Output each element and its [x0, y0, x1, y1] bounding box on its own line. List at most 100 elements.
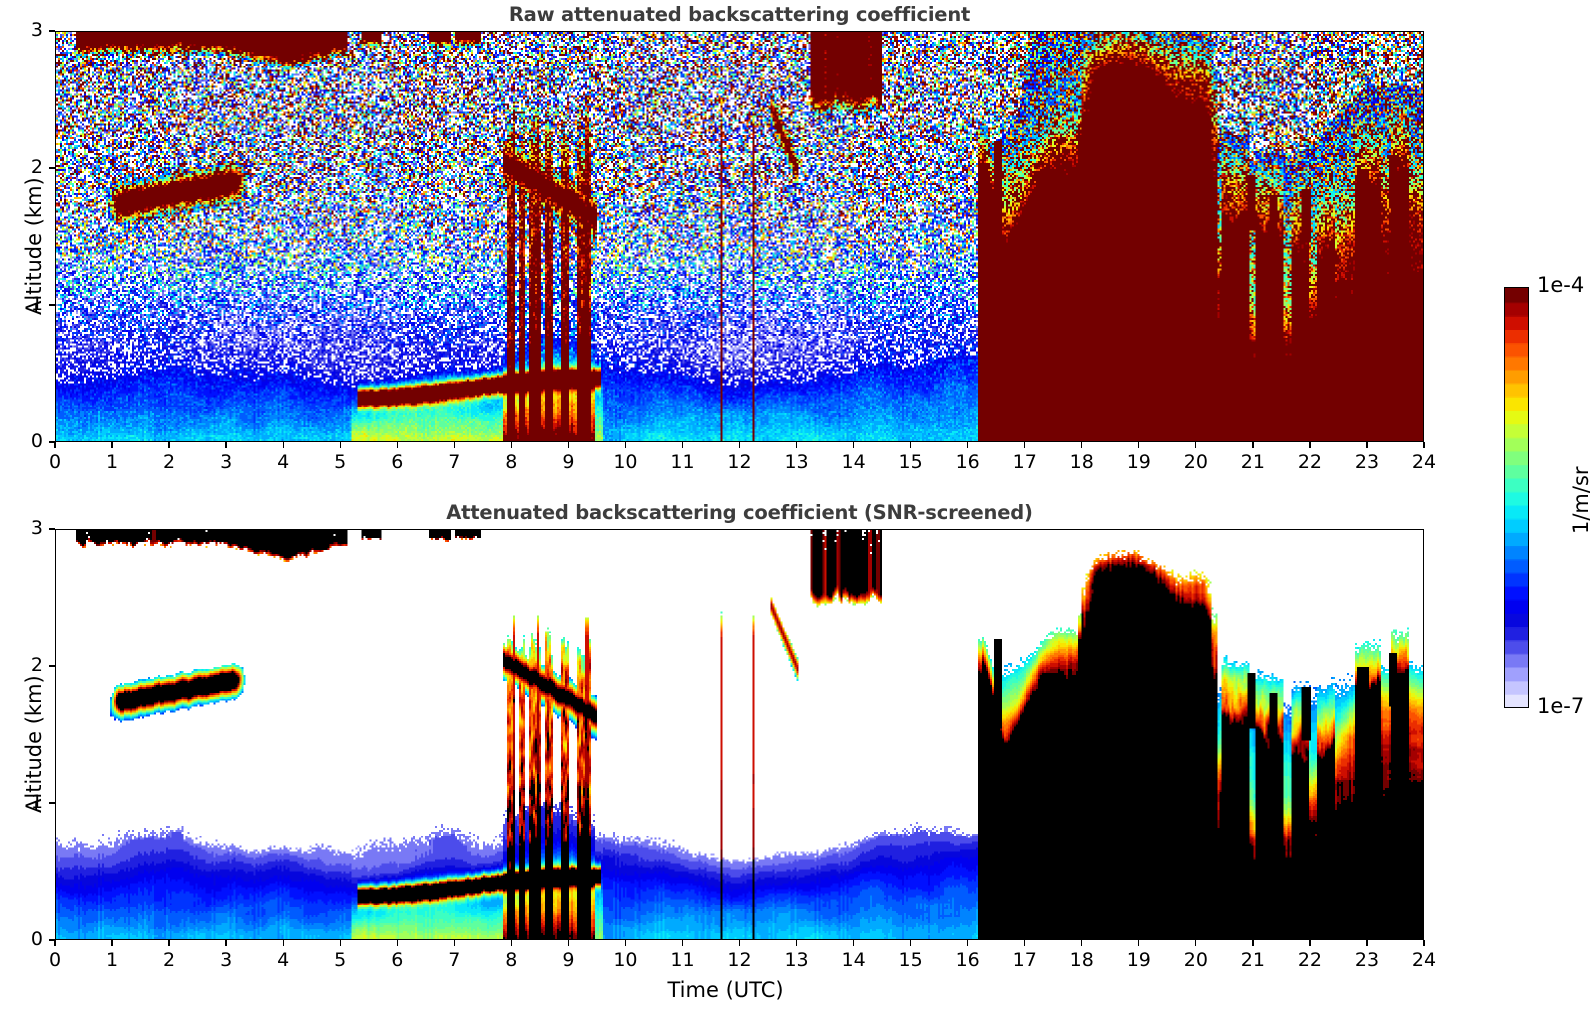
y-tick-label: 3	[30, 517, 43, 539]
x-tick-label: 18	[1069, 949, 1094, 971]
x-tick	[282, 442, 284, 448]
x-tick-label: 6	[391, 451, 404, 473]
x-tick	[1024, 442, 1026, 448]
x-tick-label: 16	[955, 451, 980, 473]
colorbar-title: 1/m/sr	[1569, 465, 1593, 534]
x-tick-label: 2	[163, 451, 176, 473]
x-tick-label: 17	[1012, 949, 1037, 971]
x-tick	[453, 940, 455, 946]
x-tick-label: 12	[727, 949, 752, 971]
x-tick-label: 1	[105, 451, 119, 473]
x-tick	[510, 940, 512, 946]
x-tick-label: 10	[613, 949, 638, 971]
x-tick	[168, 442, 170, 448]
x-tick-label: 0	[48, 949, 62, 971]
x-tick	[1081, 940, 1083, 946]
x-tick-label: 19	[1126, 451, 1151, 473]
colorbar-min-label: 1e-7	[1537, 694, 1585, 718]
x-tick	[967, 940, 969, 946]
x-tick-label: 2	[163, 949, 176, 971]
x-tick-label: 12	[727, 451, 752, 473]
x-tick	[967, 442, 969, 448]
x-tick-label: 17	[1012, 451, 1037, 473]
y-tick-label: 2	[30, 156, 43, 178]
x-tick	[510, 442, 512, 448]
x-tick	[1423, 442, 1425, 448]
y-tick-label: 3	[30, 19, 43, 41]
x-tick	[909, 940, 912, 946]
x-tick-label: 4	[277, 949, 290, 971]
x-tick-label: 18	[1069, 451, 1094, 473]
x-tick-label: 14	[841, 949, 866, 971]
x-tick-label: 16	[955, 949, 980, 971]
x-tick-label: 15	[898, 451, 923, 473]
x-tick-label: 23	[1354, 451, 1380, 473]
x-tick-label: 7	[448, 451, 461, 473]
x-tick	[111, 442, 113, 448]
y-tick	[49, 802, 55, 804]
x-tick	[1195, 442, 1197, 448]
x-tick	[738, 940, 741, 946]
x-tick	[1024, 940, 1026, 946]
x-tick-label: 19	[1126, 949, 1151, 971]
x-tick-label: 24	[1411, 451, 1437, 473]
screened-backscatter-canvas	[56, 530, 1423, 939]
y-tick-label: 0	[30, 430, 43, 452]
x-tick-label: 20	[1183, 949, 1208, 971]
x-tick	[168, 940, 170, 946]
y-tick-label: 1	[30, 293, 43, 315]
x-tick-label: 22	[1297, 949, 1322, 971]
x-tick	[1081, 442, 1083, 448]
x-tick-label: 1	[105, 949, 119, 971]
x-tick	[795, 442, 798, 448]
x-tick-label: 13	[784, 949, 809, 971]
x-tick-label: 15	[898, 949, 923, 971]
y-tick	[49, 528, 55, 530]
x-tick	[1366, 940, 1368, 946]
x-tick	[681, 442, 684, 448]
x-tick	[54, 442, 56, 448]
x-tick	[1195, 940, 1197, 946]
x-tick	[225, 442, 227, 448]
x-tick	[795, 940, 798, 946]
x-tick-label: 14	[841, 451, 866, 473]
x-tick	[624, 442, 627, 448]
x-tick	[396, 442, 398, 448]
y-tick	[49, 939, 55, 941]
x-tick-label: 7	[448, 949, 461, 971]
x-tick	[852, 442, 855, 448]
colorbar-max-label: 1e-4	[1537, 273, 1585, 297]
x-tick	[567, 442, 570, 448]
x-tick	[453, 442, 455, 448]
panel1-title: Raw attenuated backscattering coefficien…	[508, 3, 971, 26]
x-tick-label: 3	[220, 451, 233, 473]
screened-backscatter-heatmap	[55, 529, 1424, 940]
x-tick	[111, 940, 113, 946]
y-tick	[49, 441, 55, 443]
x-tick-label: 10	[613, 451, 638, 473]
panel2-x-axis-title: Time (UTC)	[667, 978, 784, 1002]
x-tick	[852, 940, 855, 946]
x-tick-label: 5	[334, 949, 347, 971]
x-tick	[1366, 442, 1368, 448]
x-tick-label: 5	[334, 451, 347, 473]
x-tick-label: 6	[391, 949, 404, 971]
x-tick	[1309, 442, 1311, 448]
x-tick	[339, 940, 341, 946]
x-tick-label: 13	[784, 451, 809, 473]
x-tick	[1138, 442, 1140, 448]
colorbar-canvas	[1505, 288, 1528, 707]
x-tick-label: 21	[1240, 949, 1265, 971]
x-tick-label: 21	[1240, 451, 1265, 473]
x-tick-label: 9	[562, 949, 575, 971]
x-tick-label: 8	[505, 451, 518, 473]
x-tick-label: 0	[48, 451, 62, 473]
x-tick	[738, 442, 741, 448]
raw-backscatter-canvas	[56, 32, 1423, 441]
raw-backscatter-heatmap	[55, 31, 1424, 442]
x-tick-label: 20	[1183, 451, 1208, 473]
x-tick-label: 4	[277, 451, 290, 473]
x-tick-label: 3	[220, 949, 233, 971]
x-tick	[909, 442, 912, 448]
